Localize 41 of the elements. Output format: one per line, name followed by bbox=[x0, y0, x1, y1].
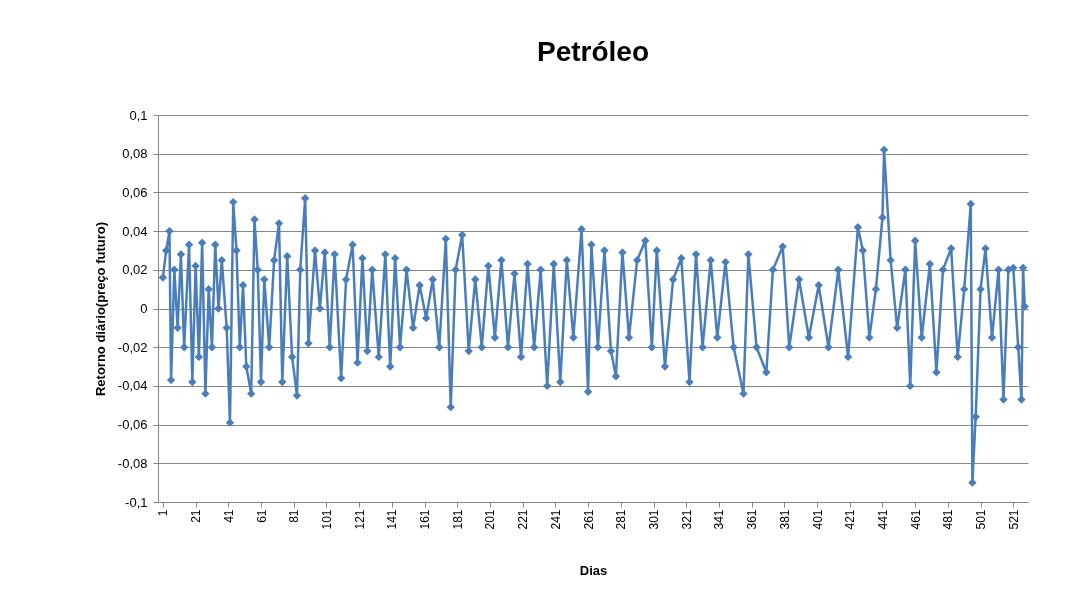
y-tick-label: 0 bbox=[140, 301, 148, 316]
y-axis-title: Retorno diário(preço futuro) bbox=[92, 221, 108, 397]
x-tick-label: 1 bbox=[156, 509, 171, 517]
x-tick-label: 441 bbox=[875, 509, 890, 530]
x-tick-label: 141 bbox=[385, 509, 400, 530]
x-tick-label: 461 bbox=[908, 509, 923, 530]
y-tick-label: 0,04 bbox=[122, 223, 148, 239]
x-tick-label: 341 bbox=[712, 509, 727, 530]
x-tick-label: 261 bbox=[581, 509, 596, 530]
x-tick-label: 101 bbox=[319, 509, 334, 530]
x-tick-label: 41 bbox=[221, 509, 236, 523]
x-tick-label: 241 bbox=[548, 509, 563, 530]
x-axis-title: Dias bbox=[579, 562, 608, 578]
x-tick-label: 301 bbox=[647, 509, 662, 530]
x-tick-label: 181 bbox=[450, 509, 465, 530]
y-tick-label: 0,08 bbox=[122, 146, 148, 162]
y-tick-label: -0,06 bbox=[117, 417, 148, 433]
x-tick-label: 21 bbox=[189, 509, 204, 523]
x-tick-label: 161 bbox=[418, 509, 433, 530]
x-tick-label: 121 bbox=[352, 509, 367, 530]
chart-title: Petróleo bbox=[536, 36, 650, 67]
y-tick-label: 0,06 bbox=[122, 184, 148, 200]
y-tick-label: -0,08 bbox=[117, 455, 148, 471]
x-tick-label: 221 bbox=[516, 509, 531, 530]
x-tick-label: 501 bbox=[974, 509, 989, 530]
y-tick-label: 0,1 bbox=[129, 107, 148, 123]
x-tick-label: 421 bbox=[843, 509, 858, 530]
x-tick-label: 481 bbox=[941, 509, 956, 530]
x-tick-label: 521 bbox=[1006, 509, 1021, 530]
x-tick-label: 381 bbox=[777, 509, 792, 530]
x-tick-label: 401 bbox=[810, 509, 825, 530]
y-tick-label: -0,1 bbox=[125, 494, 148, 510]
x-tick-label: 321 bbox=[679, 509, 694, 530]
y-tick-label: -0,02 bbox=[117, 339, 148, 355]
x-tick-label: 201 bbox=[483, 509, 498, 530]
x-tick-label: 61 bbox=[254, 509, 269, 523]
y-tick-label: 0,02 bbox=[122, 262, 148, 278]
y-tick-label: -0,04 bbox=[117, 378, 148, 394]
x-tick-label: 361 bbox=[745, 509, 760, 530]
x-tick-label: 281 bbox=[614, 509, 629, 530]
x-tick-label: 81 bbox=[287, 509, 302, 523]
